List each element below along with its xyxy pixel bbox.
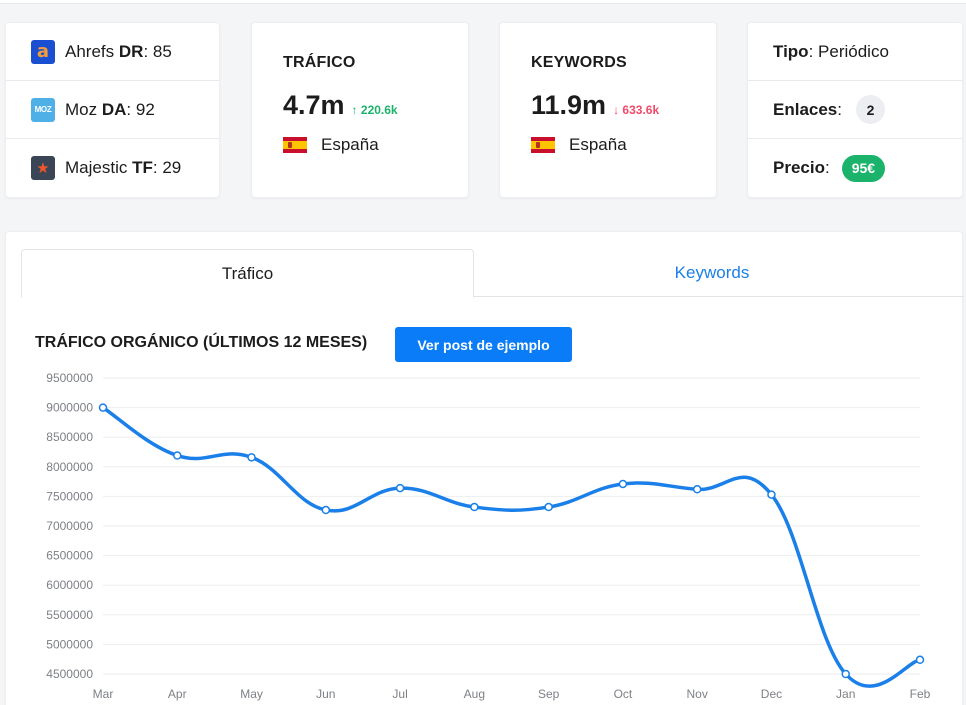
tab-bar: Tráfico Keywords [21,249,964,298]
keywords-value: 11.9m [531,90,607,120]
y-tick-label: 7500000 [46,489,93,503]
metric-value: 85 [152,41,172,61]
x-tick-label: Mar [93,687,114,701]
precio-label: Precio [773,158,825,177]
keywords-delta: ↓ 633.6k [613,103,660,117]
y-tick-label: 6500000 [46,549,93,563]
y-tick-label: 4500000 [46,667,93,681]
enlaces-badge: 2 [856,95,885,124]
x-tick-label: Oct [614,687,633,701]
listing-info-card: Tipo: Periódico Enlaces: 2 Precio: 95€ [747,22,963,198]
moz-logo-icon: MOZ [31,97,55,122]
data-point[interactable] [915,655,925,665]
keywords-country: España [569,135,627,154]
top-divider [0,0,966,4]
data-point[interactable] [395,483,405,493]
metric-key: TF [132,158,153,177]
ahrefs-logo-icon: a [31,39,55,64]
arrow-down-icon: ↓ [613,103,620,117]
x-tick-label: May [240,687,263,701]
data-point[interactable] [767,490,776,499]
chart-title: TRÁFICO ORGÁNICO (ÚLTIMOS 12 MESES) [35,334,368,351]
x-tick-label: Aug [464,687,485,701]
metric-value: 92 [135,99,155,119]
data-point[interactable] [470,502,479,512]
y-tick-label: 6000000 [46,578,93,592]
x-tick-label: Apr [168,687,187,701]
x-tick-label: Feb [910,687,931,701]
spain-flag-icon [283,137,307,153]
traffic-country: España [321,135,379,154]
data-point[interactable] [173,451,182,460]
tab-trafico[interactable]: Tráfico [21,249,474,298]
x-tick-label: Jan [836,687,855,701]
y-tick-label: 9000000 [46,401,93,415]
info-enlaces: Enlaces: 2 [748,81,962,139]
y-tick-label: 5000000 [46,637,93,651]
tab-keywords[interactable]: Keywords [674,263,750,282]
traffic-panel: Tráfico Keywords TRÁFICO ORGÁNICO (ÚLTIM… [5,231,964,705]
x-tick-label: Sep [538,687,560,701]
metric-ahrefs: a Ahrefs DR: 85 [6,23,219,81]
y-tick-label: 9500000 [46,371,93,385]
metric-name: Majestic [65,158,128,177]
y-tick-label: 7000000 [46,519,93,533]
keywords-stat-card: KEYWORDS 11.9m ↓ 633.6k España [499,22,717,198]
info-precio: Precio: 95€ [748,139,962,197]
arrow-up-icon: ↑ [351,103,358,117]
data-point[interactable] [321,505,331,515]
tipo-value: Periódico [818,41,889,61]
x-tick-label: Nov [687,687,708,701]
metric-key: DR [118,41,144,61]
x-tick-label: Jul [392,687,407,701]
x-tick-label: Dec [761,687,782,701]
data-point[interactable] [98,403,108,412]
metric-key: DA [101,99,127,119]
metric-majestic: ★ Majestic TF: 29 [6,139,219,197]
price-badge: 95€ [841,154,886,182]
metric-name: Ahrefs [65,41,115,61]
traffic-line-chart: 9500000 9000000 8500000 8000000 7500000 70000… [46,371,931,701]
metric-name: Moz [65,99,98,119]
x-tick-label: Jun [316,687,335,701]
metric-value: 29 [162,158,182,177]
tipo-label: Tipo [773,41,809,61]
data-point[interactable] [841,669,850,679]
traffic-title: TRÁFICO [283,54,356,71]
metric-moz: MOZ Moz DA: 92 [6,81,219,139]
spain-flag-icon [531,137,555,153]
info-tipo: Tipo: Periódico [748,23,962,81]
keywords-title: KEYWORDS [531,54,627,71]
data-point[interactable] [618,479,628,489]
data-point[interactable] [692,485,702,494]
y-tick-label: 8500000 [46,430,93,444]
y-tick-label: 8000000 [46,460,93,474]
authority-metrics-card: a Ahrefs DR: 85 MOZ Moz DA: 92 ★ Majesti… [5,22,220,198]
data-point[interactable] [247,453,256,462]
view-sample-post-button[interactable]: Ver post de ejemplo [395,327,572,362]
traffic-value: 4.7m [283,90,345,120]
traffic-delta: ↑ 220.6k [351,103,398,117]
majestic-logo-icon: ★ [31,156,55,180]
y-tick-label: 5500000 [46,608,93,622]
data-point[interactable] [544,502,553,512]
enlaces-label: Enlaces [773,99,838,119]
traffic-stat-card: TRÁFICO 4.7m ↑ 220.6k España [251,22,469,198]
